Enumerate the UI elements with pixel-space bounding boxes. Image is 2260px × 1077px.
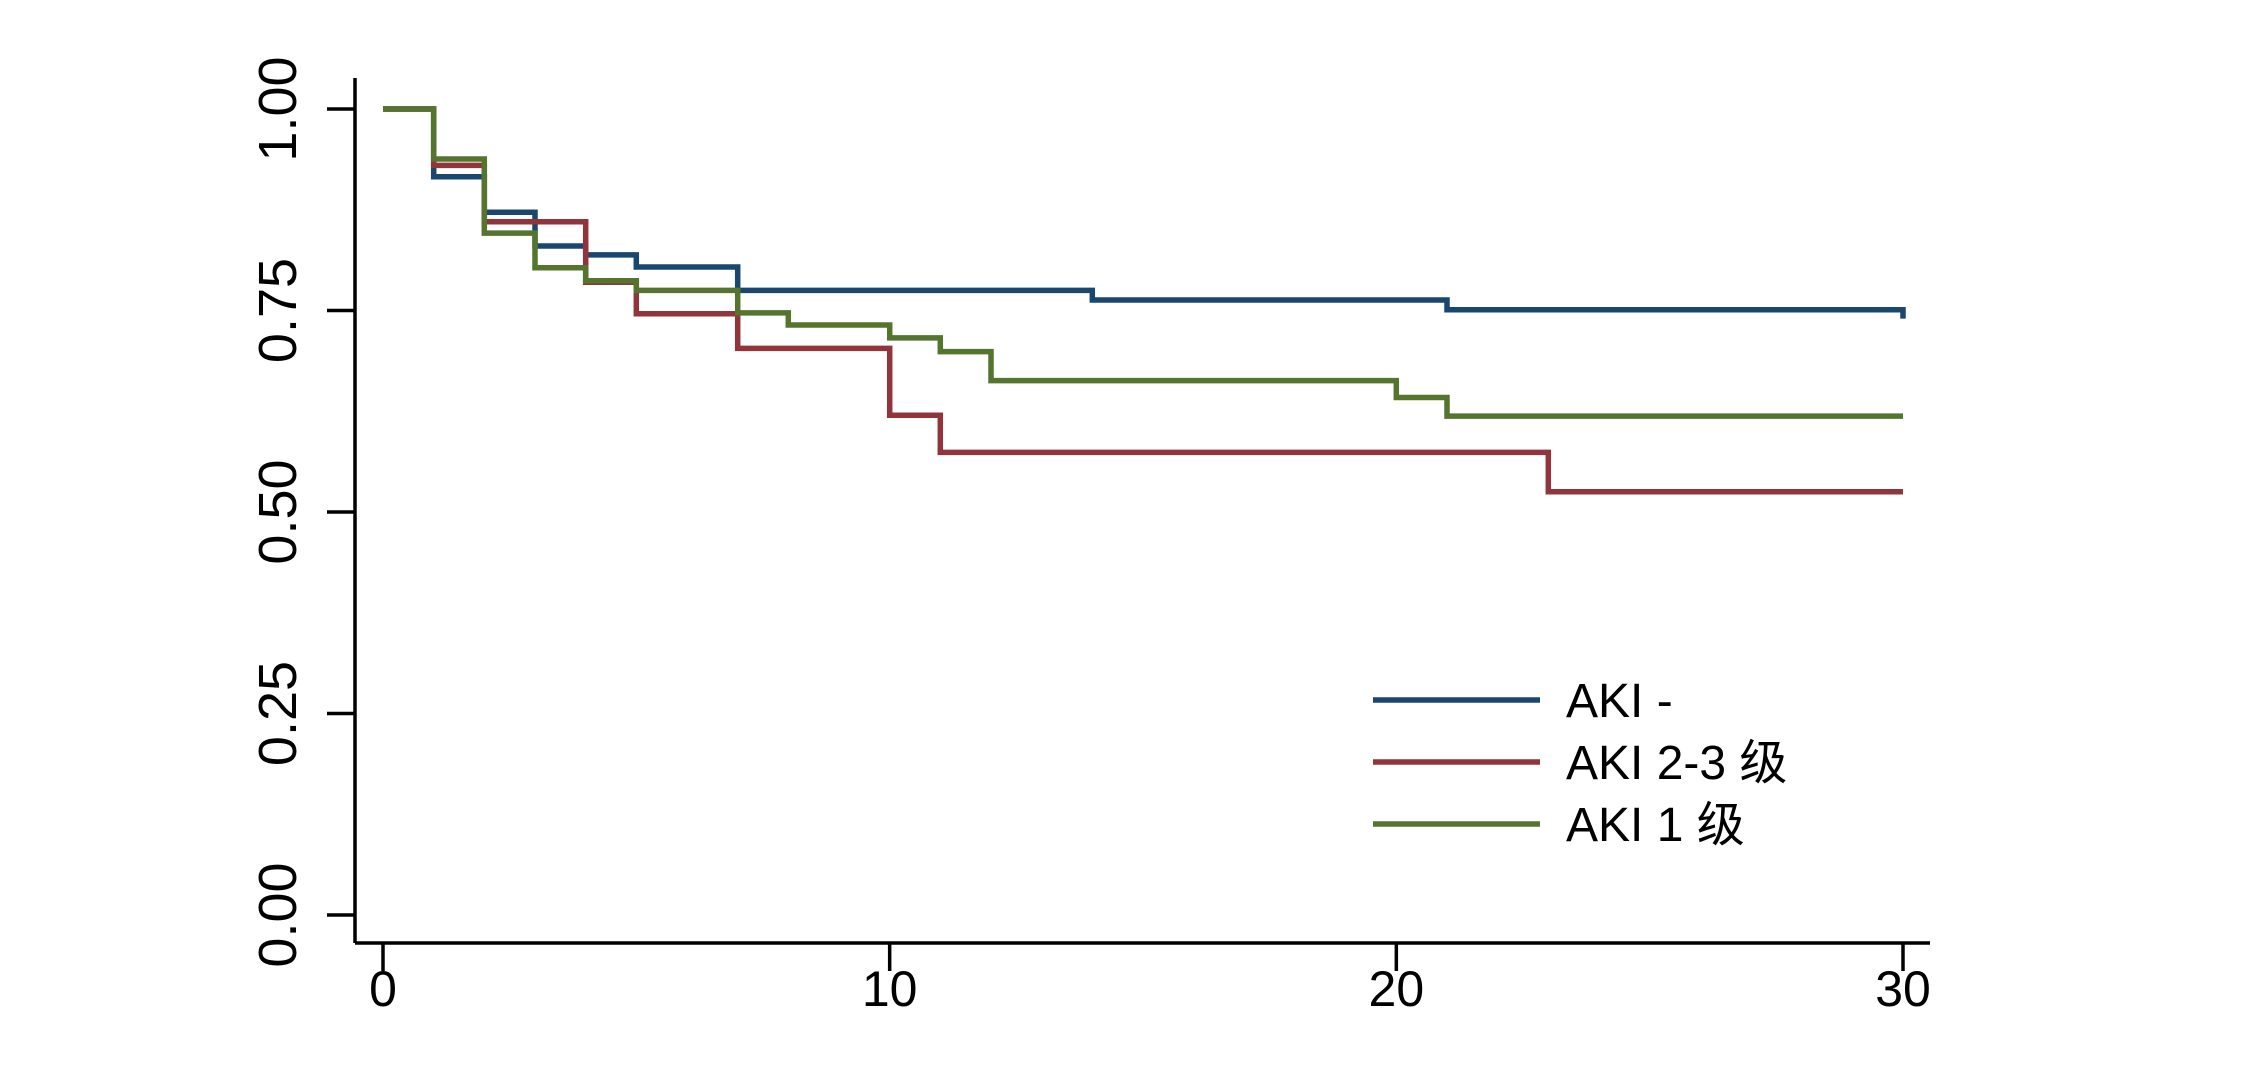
- x-axis-tick-label: 0: [369, 961, 397, 1017]
- axes: [327, 78, 1930, 971]
- legend-label-aki-2-3: AKI 2-3 级: [1566, 737, 1787, 790]
- y-axis-tick-label: 1.00: [248, 56, 308, 161]
- y-axis-tick-label: 0.00: [248, 862, 308, 967]
- survival-curve-aki-2-3: [383, 106, 1903, 495]
- y-axis-tick-label: 0.75: [248, 258, 308, 363]
- legend-label-aki-negative: AKI -: [1566, 675, 1673, 728]
- survival-curve-aki-1: [383, 106, 1903, 419]
- legend: AKI - AKI 2-3 级 AKI 1 级: [1373, 675, 1787, 852]
- x-axis-tick-label: 20: [1369, 961, 1425, 1017]
- y-axis-tick-label: 0.25: [248, 661, 308, 766]
- tick-labels: 0.00 0.25 0.50 0.75 1.00 0 10 20 30: [248, 56, 1931, 1017]
- survival-curve-aki-negative: [383, 106, 1906, 319]
- x-axis-tick-label: 10: [862, 961, 918, 1017]
- x-axis-tick-label: 30: [1875, 961, 1931, 1017]
- legend-label-aki-1: AKI 1 级: [1566, 799, 1745, 852]
- y-axis-tick-label: 0.50: [248, 459, 308, 564]
- survival-curves: [383, 106, 1906, 495]
